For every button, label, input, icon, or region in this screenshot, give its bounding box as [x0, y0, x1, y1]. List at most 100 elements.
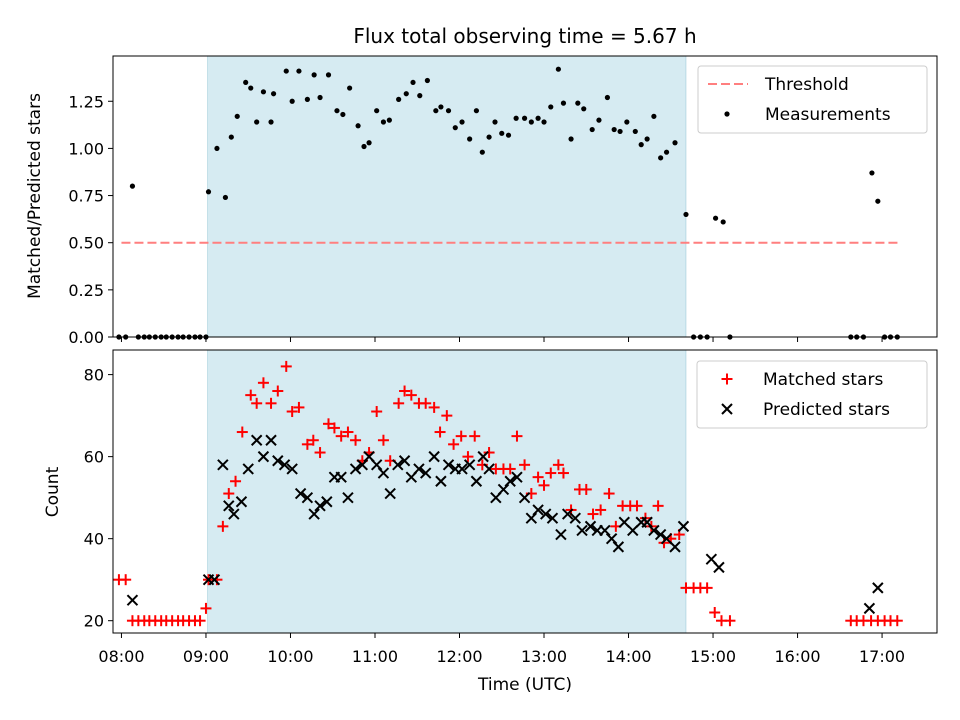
x-tick-label: 09:00: [183, 647, 229, 666]
measurement-point: [638, 142, 644, 148]
measurement-point: [270, 91, 277, 97]
y-tick-label: 80: [84, 366, 104, 385]
predicted-star-point: [576, 524, 588, 537]
matched-star-point: [342, 426, 354, 438]
measurement-point: [311, 72, 317, 78]
matched-star-point: [532, 471, 544, 483]
legend-matched-swatch: [721, 373, 733, 385]
x-tick-label: 11:00: [352, 647, 398, 666]
predicted-star-point: [308, 508, 320, 520]
legend-frame: [696, 360, 928, 429]
predicted-star-point: [435, 475, 447, 487]
predicted-star-point: [217, 459, 229, 471]
x-tick-label: 10:00: [267, 647, 313, 666]
measurement-point: [459, 119, 465, 125]
predicted-star-point: [314, 500, 326, 512]
predicted-star-point: [648, 524, 660, 537]
matched-star-point: [545, 467, 557, 479]
measurement-point: [254, 119, 260, 125]
measurement-point: [535, 115, 541, 121]
predicted-star-point: [477, 450, 489, 463]
matched-star-point: [580, 483, 592, 495]
measurement-point: [555, 66, 561, 72]
matched-star-point: [448, 438, 460, 450]
matched-star-point: [251, 397, 263, 409]
predicted-star-point: [483, 463, 495, 475]
measurement-point: [317, 94, 323, 101]
measurement-point: [632, 128, 638, 135]
predicted-star-point: [569, 512, 581, 524]
predicted-star-point: [669, 541, 681, 553]
measurement-point: [560, 100, 567, 106]
predicted-star-point: [584, 520, 597, 533]
measurement-point: [467, 136, 473, 142]
measurement-point: [473, 108, 480, 114]
measurement-point: [651, 113, 657, 119]
predicted-star-point: [278, 459, 291, 471]
x-tick-label: 13:00: [521, 647, 567, 666]
predicted-star-point: [257, 450, 270, 463]
predicted-star-point: [272, 455, 284, 467]
measurement-point: [875, 198, 881, 204]
measurement-point: [289, 98, 295, 104]
measurement-point: [492, 119, 498, 125]
measurement-point: [869, 170, 875, 176]
predicted-star-point: [265, 434, 277, 446]
plot-frame: [112, 349, 938, 634]
y-axis-ticks: 0.00 0.25 0.50 0.75 1.00 1.25: [68, 92, 113, 347]
predicted-star-point: [641, 516, 653, 528]
x-axis-ticks: 08:00 09:00 10:00 11:00 12:00 13:00 14:00 15:00…: [98, 633, 905, 666]
predicted-star-point: [321, 496, 333, 508]
measurement-point: [374, 108, 380, 114]
matched-star-point: [420, 397, 432, 409]
measurement-point: [417, 93, 423, 99]
measurement-point: [340, 111, 346, 118]
measurement-point: [617, 128, 623, 135]
measurement-point: [624, 119, 630, 125]
predicted-star-point: [342, 491, 354, 504]
predicted-star-point: [428, 450, 440, 463]
measurement-point: [486, 134, 492, 140]
matched-star-point: [595, 504, 607, 516]
matched-star-point: [223, 488, 235, 500]
y-tick-label: 0.25: [68, 281, 104, 300]
matched-star-point: [200, 602, 212, 614]
matched-star-point: [301, 438, 313, 450]
predicted-star-point: [555, 528, 567, 541]
matched-star-point: [434, 426, 446, 438]
measurement-point: [396, 96, 402, 102]
measurement-point: [513, 115, 519, 121]
predicted-star-point: [518, 491, 531, 504]
predicted-star-point: [398, 455, 411, 467]
legend-frame: [697, 65, 928, 134]
x-axis-ticks-top: [120, 337, 883, 342]
measurement-point: [663, 149, 670, 155]
predicted-star-point: [599, 524, 611, 537]
measurement-point: [260, 89, 267, 95]
predicted-star-point: [377, 467, 390, 479]
matched-star-point: [307, 434, 319, 446]
matched-star-point: [230, 475, 242, 487]
measurement-point: [366, 140, 372, 146]
matched-star-point: [724, 615, 736, 627]
predicted-star-point: [335, 471, 347, 483]
predicted-star-point: [228, 508, 240, 520]
legend-matched-label: Matched stars: [763, 370, 883, 390]
matched-star-point: [194, 615, 206, 627]
predicted-star-point: [126, 594, 139, 606]
predicted-star-point: [511, 471, 523, 483]
measurement-point: [361, 143, 367, 150]
measurement-point: [205, 189, 212, 195]
predicted-star-point: [532, 504, 544, 516]
measurement-point: [355, 123, 361, 129]
shaded-observing-window: [207, 349, 687, 634]
predicted-star-point: [250, 434, 263, 446]
matched-star-point: [272, 385, 284, 397]
measurement-point: [596, 117, 602, 123]
measurement-point: [712, 215, 719, 221]
legend-bottom: Matched stars Predicted stars: [696, 360, 928, 429]
legend-predicted-label: Predicted stars: [763, 400, 890, 420]
measurement-point: [304, 96, 310, 102]
star-count-panel: 20 40 60 80 08:00 09:00 10:00 11:00 12:00 13:00 1…: [43, 349, 938, 695]
matched-star-point: [236, 426, 248, 438]
